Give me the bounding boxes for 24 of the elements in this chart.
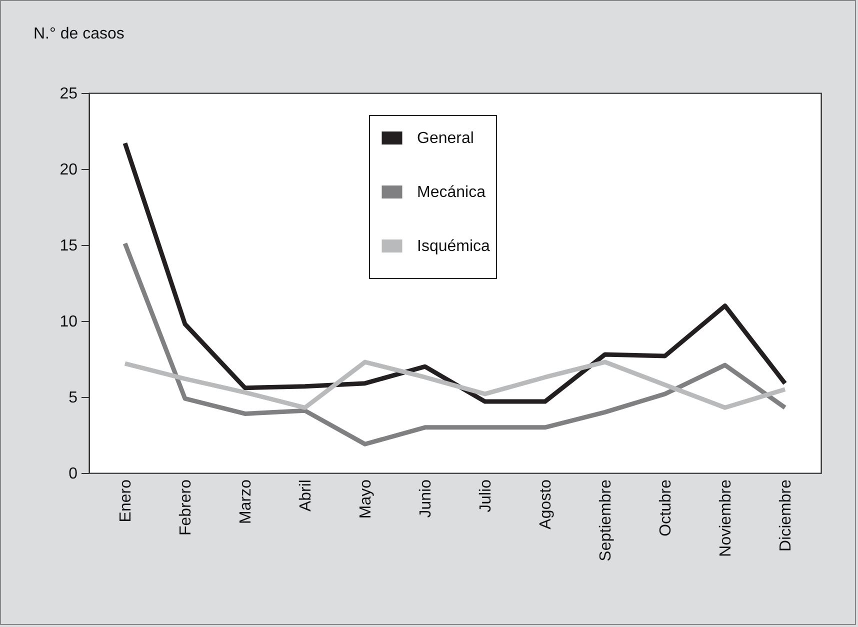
y-tick-label: 20 (60, 162, 78, 178)
x-tick-label: Abril (298, 480, 314, 512)
x-tick-label: Junio (418, 479, 434, 518)
y-axis-title: N.° de casos (34, 26, 124, 42)
legend-label: General (417, 130, 474, 147)
y-tick-label: 0 (68, 466, 78, 482)
line-series (122, 241, 788, 446)
legend-label: Isquémica (417, 238, 490, 255)
x-tick-label: Marzo (238, 479, 254, 524)
y-tick-label: 10 (60, 314, 78, 330)
x-tick-label: Agosto (538, 479, 554, 530)
x-tick-label: Octubre (658, 479, 674, 536)
y-tick-label: 15 (60, 238, 78, 254)
x-tick-label: Enero (118, 479, 134, 522)
y-tick-label: 25 (60, 86, 78, 102)
x-tick-label: Mayo (358, 479, 374, 519)
x-tick-label: Diciembre (778, 479, 794, 552)
y-tick-label: 5 (68, 390, 78, 406)
x-tick-label: Julio (478, 479, 494, 512)
legend-label: Mecánica (417, 184, 486, 201)
x-tick-label: Septiembre (598, 479, 614, 562)
line-series (122, 360, 788, 410)
x-tick-label: Noviembre (718, 479, 734, 557)
x-tick-label: Febrero (178, 479, 194, 536)
